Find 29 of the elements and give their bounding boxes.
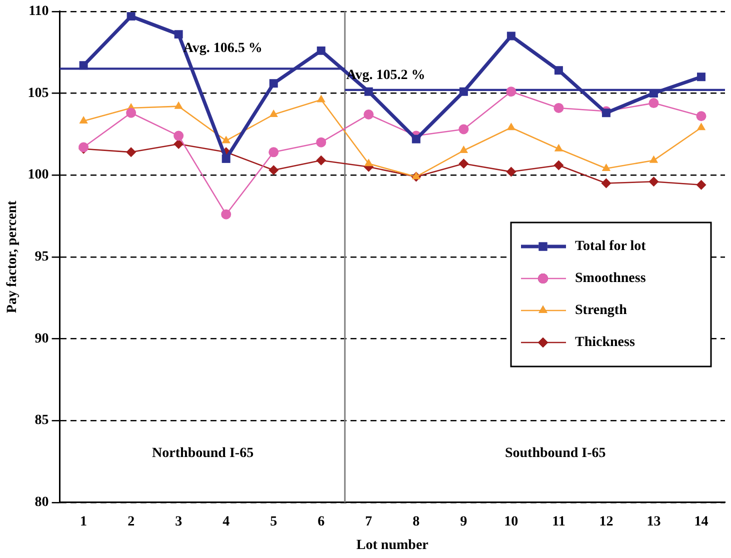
y-tick-label: 85 <box>34 413 49 428</box>
y-axis-title: Pay factor, percent <box>5 200 20 314</box>
y-tick-label: 110 <box>28 4 49 20</box>
x-tick-label: 3 <box>175 514 182 530</box>
x-axis-title: Lot number <box>356 538 428 554</box>
x-tick-label: 5 <box>270 514 278 530</box>
x-tick-label: 6 <box>318 514 325 530</box>
y-tick-label: 95 <box>34 250 49 265</box>
legend-label: Thickness <box>575 335 636 350</box>
x-tick-label: 12 <box>599 514 614 530</box>
annotation: Southbound I-65 <box>504 446 606 461</box>
annotation: Northbound I-65 <box>152 446 254 461</box>
legend-label: Total for lot <box>575 239 646 254</box>
y-tick-label: 80 <box>34 495 49 510</box>
y-tick-label: 100 <box>28 168 49 183</box>
x-tick-label: 13 <box>646 514 661 530</box>
x-tick-label: 11 <box>552 514 566 530</box>
x-tick-label: 9 <box>460 514 468 530</box>
x-tick-label: 1 <box>80 514 88 530</box>
x-tick-label: 8 <box>412 514 420 530</box>
x-tick-label: 10 <box>504 514 518 530</box>
x-tick-label: 14 <box>694 514 708 530</box>
x-tick-label: 2 <box>128 514 135 530</box>
y-tick-label: 105 <box>28 86 49 101</box>
legend-label: Smoothness <box>575 271 646 286</box>
y-tick-label: 90 <box>34 331 49 346</box>
legend-label: Strength <box>575 303 628 318</box>
x-tick-label: 4 <box>222 514 230 530</box>
x-tick-label: 7 <box>365 514 372 530</box>
